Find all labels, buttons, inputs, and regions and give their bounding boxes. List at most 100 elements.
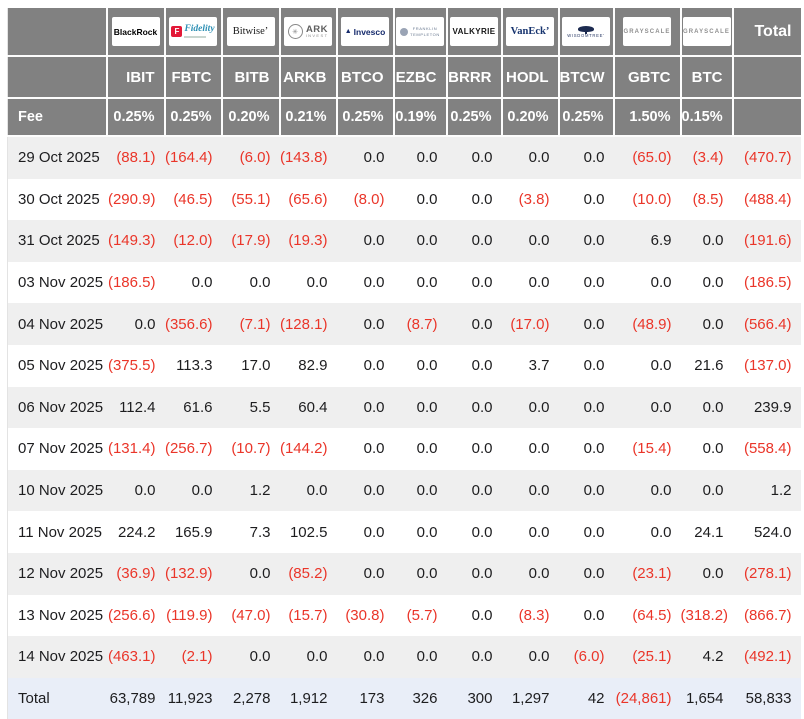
flow-cell: 0.0: [447, 345, 502, 387]
ticker-cell: FBTC: [165, 56, 222, 98]
flow-table-body: 29 Oct 2025(88.1)(164.4)(6.0)(143.8)0.00…: [8, 136, 801, 719]
flow-cell: 0.0: [681, 387, 733, 429]
blackrock-logo-text: BlackRock: [114, 27, 157, 37]
issuer-logo-row: BlackRock FFidelity Bitwise’ ✳ARKINVEST …: [8, 8, 801, 56]
flow-cell: (186.5): [107, 262, 165, 304]
flow-cell: (132.9): [165, 553, 222, 595]
wisdomtree-tree-icon: [578, 26, 594, 32]
fidelity-f-icon: F: [171, 26, 182, 37]
fee-cell: 1.50%: [614, 98, 681, 136]
flow-cell: (17.0): [502, 303, 559, 345]
flow-cell: 0.0: [337, 220, 394, 262]
flow-cell: (8.5): [681, 179, 733, 221]
flow-cell: 0.0: [681, 262, 733, 304]
flow-cell: 0.0: [447, 303, 502, 345]
row-total-cell: (566.4): [733, 303, 801, 345]
fidelity-logo-icon: FFidelity: [169, 17, 217, 46]
row-total-cell: (470.7): [733, 136, 801, 179]
flow-cell: 0.0: [280, 636, 337, 678]
flow-cell: 0.0: [559, 262, 614, 304]
flow-cell: 0.0: [559, 387, 614, 429]
flow-cell: 0.0: [394, 262, 447, 304]
flow-cell: 0.0: [447, 179, 502, 221]
flow-cell: (2.1): [165, 636, 222, 678]
flow-cell: (12.0): [165, 220, 222, 262]
flow-cell: (23.1): [614, 553, 681, 595]
ticker-cell: BITB: [222, 56, 280, 98]
row-total-cell: (558.4): [733, 428, 801, 470]
flow-cell: 0.0: [447, 511, 502, 553]
fee-cell: 0.20%: [222, 98, 280, 136]
column-total-cell: 1,912: [280, 678, 337, 719]
flow-cell: 0.0: [559, 345, 614, 387]
franklin-head-icon: [400, 28, 408, 36]
flow-cell: (88.1): [107, 136, 165, 179]
column-total-cell: 42: [559, 678, 614, 719]
table-row: 04 Nov 20250.0(356.6)(7.1)(128.1)0.0(8.7…: [8, 303, 801, 345]
flow-cell: (6.0): [222, 136, 280, 179]
date-cell: 10 Nov 2025: [8, 470, 107, 512]
flow-cell: 0.0: [614, 262, 681, 304]
table-row: 07 Nov 2025(131.4)(256.7)(10.7)(144.2)0.…: [8, 428, 801, 470]
flow-cell: 0.0: [394, 428, 447, 470]
flow-cell: 0.0: [559, 595, 614, 637]
flow-cell: (6.0): [559, 636, 614, 678]
flow-cell: 0.0: [337, 303, 394, 345]
date-cell: 14 Nov 2025: [8, 636, 107, 678]
date-cell: 03 Nov 2025: [8, 262, 107, 304]
flow-cell: 3.7: [502, 345, 559, 387]
flow-cell: (149.3): [107, 220, 165, 262]
flow-cell: (356.6): [165, 303, 222, 345]
flow-cell: (164.4): [165, 136, 222, 179]
flow-cell: 0.0: [280, 262, 337, 304]
table-row: 03 Nov 2025(186.5)0.00.00.00.00.00.00.00…: [8, 262, 801, 304]
total-row: Total63,78911,9232,2781,9121733263001,29…: [8, 678, 801, 719]
flow-cell: 0.0: [614, 387, 681, 429]
flow-cell: 0.0: [222, 636, 280, 678]
flow-cell: (3.8): [502, 179, 559, 221]
vaneck-logo-icon: VanEck’: [506, 17, 554, 46]
flow-cell: (7.1): [222, 303, 280, 345]
flow-cell: (55.1): [222, 179, 280, 221]
flow-cell: (10.7): [222, 428, 280, 470]
ticker-cell: IBIT: [107, 56, 165, 98]
templeton-text: TEMPLETON: [410, 32, 440, 37]
ticker-row-corner: [8, 56, 107, 98]
flow-cell: 0.0: [502, 262, 559, 304]
ticker-cell: EZBC: [394, 56, 447, 98]
flow-cell: 0.0: [394, 220, 447, 262]
flow-cell: 82.9: [280, 345, 337, 387]
flow-cell: 0.0: [614, 345, 681, 387]
table-row: 13 Nov 2025(256.6)(119.9)(47.0)(15.7)(30…: [8, 595, 801, 637]
flow-cell: 0.0: [394, 511, 447, 553]
flow-cell: 17.0: [222, 345, 280, 387]
valkyrie-logo-text: VALKYRIE: [452, 27, 495, 36]
flow-cell: 5.5: [222, 387, 280, 429]
grayscale-logo-text: GRAYSCALE: [623, 29, 670, 35]
ticker-cell: BTCW: [559, 56, 614, 98]
flow-cell: 0.0: [337, 553, 394, 595]
column-total-cell: 11,923: [165, 678, 222, 719]
valkyrie-logo-icon: VALKYRIE: [450, 17, 498, 46]
franklin-templeton-logo-icon: FRANKLINTEMPLETON: [396, 17, 444, 46]
grayscale-logo-text: GRAYSCALE: [683, 29, 730, 35]
flow-cell: (15.4): [614, 428, 681, 470]
date-cell: 05 Nov 2025: [8, 345, 107, 387]
date-cell: 06 Nov 2025: [8, 387, 107, 429]
flow-cell: (119.9): [165, 595, 222, 637]
flow-cell: 0.0: [337, 511, 394, 553]
flow-cell: 0.0: [107, 303, 165, 345]
flow-cell: 0.0: [447, 595, 502, 637]
ticker-cell: ARKB: [280, 56, 337, 98]
flow-cell: 0.0: [222, 262, 280, 304]
table-row: 30 Oct 2025(290.9)(46.5)(55.1)(65.6)(8.0…: [8, 179, 801, 221]
flow-cell: 1.2: [222, 470, 280, 512]
ticker-cell: HODL: [502, 56, 559, 98]
flow-cell: (17.9): [222, 220, 280, 262]
flow-cell: 0.0: [394, 345, 447, 387]
flow-cell: (47.0): [222, 595, 280, 637]
flow-cell: (3.4): [681, 136, 733, 179]
flow-cell: 0.0: [394, 136, 447, 179]
flow-cell: (30.8): [337, 595, 394, 637]
flow-cell: 0.0: [681, 470, 733, 512]
